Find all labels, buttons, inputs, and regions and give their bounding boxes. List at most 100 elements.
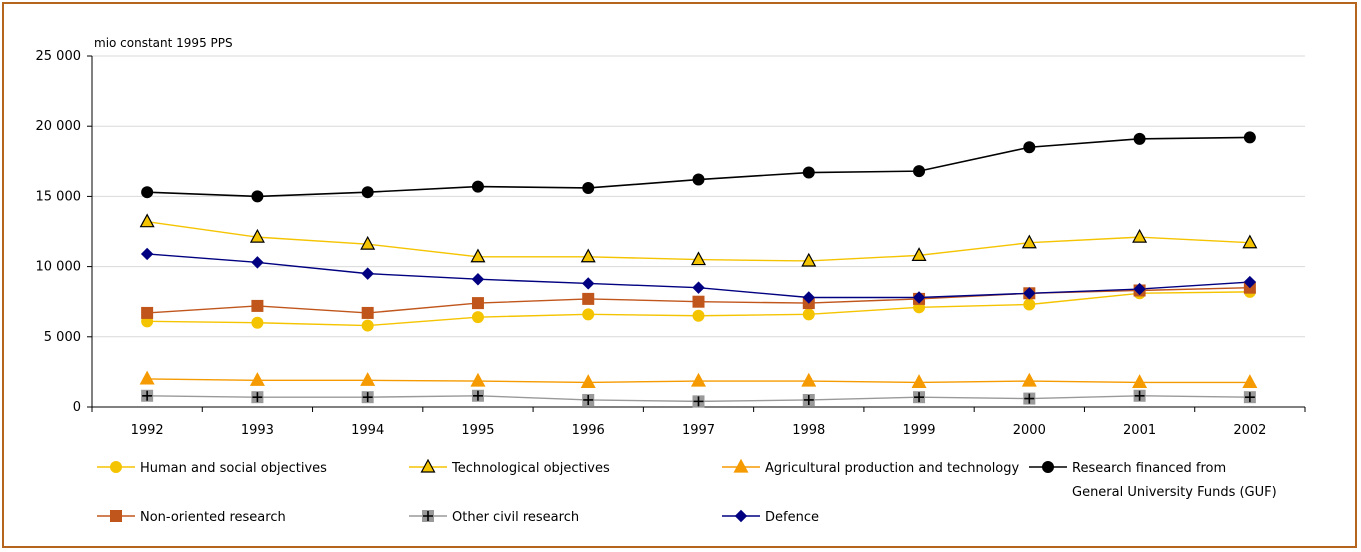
data-point-human-and-social-objectives [361,319,374,332]
data-point-human-and-social-objectives [471,311,484,324]
data-point-defence [582,277,595,290]
data-point-research-financed-from-general-university-funds-guf [1023,141,1036,154]
legend-marker [110,461,122,473]
legend-marker [110,510,122,522]
data-point-technological-objectives [911,247,927,261]
legend-item-research-financed-from-general-university-funds-guf: Research financed from General University… [1029,461,1277,500]
legend-item-defence: Defence [722,509,819,525]
data-point-defence [361,267,374,280]
x-tick-label: 1993 [241,423,274,438]
data-point-agricultural-production-and-technology [1132,374,1148,389]
data-point-research-financed-from-general-university-funds-guf [361,186,374,199]
data-point-technological-objectives [580,248,596,263]
x-tick-label: 1996 [572,423,605,438]
data-point-non-oriented-research [251,299,264,312]
data-point-research-financed-from-general-university-funds-guf [1133,132,1146,145]
data-point-technological-objectives [690,251,707,266]
x-tick-label: 2002 [1233,423,1266,438]
data-point-other-civil-research [913,391,926,404]
data-point-research-financed-from-general-university-funds-guf [582,181,595,194]
legend: Human and social objectives Technological… [97,458,1277,525]
data-point-agricultural-production-and-technology [1021,372,1037,387]
x-tick-label: 2001 [1123,423,1156,438]
legend-label: Technological objectives [451,461,610,476]
y-tick-label: 20 000 [36,119,82,134]
data-point-agricultural-production-and-technology [249,372,265,386]
data-point-agricultural-production-and-technology [801,372,817,387]
series-line-research-financed-from-general-university-funds-guf [147,136,1250,198]
data-point-defence [802,291,815,304]
legend-label: Research financed from [1072,461,1226,476]
x-tick-label: 1994 [351,423,384,438]
data-point-research-financed-from-general-university-funds-guf [692,173,705,186]
x-tick-label: 2000 [1013,423,1046,438]
data-point-other-civil-research [692,395,705,408]
legend-marker [420,458,436,473]
legend-item-agricultural-production-and-technology: Agricultural production and technology [722,458,1020,476]
data-point-technological-objectives [360,235,376,250]
data-point-other-civil-research [471,389,484,402]
legend-item-technological-objectives: Technological objectives [409,458,610,476]
data-point-defence [140,247,154,261]
y-tick-labels: 0 5 000 10 000 15 000 20 000 25 000 [36,49,82,415]
legend-label: Other civil research [452,510,579,525]
data-point-technological-objectives [470,248,486,263]
x-tick-label: 1997 [682,423,715,438]
data-point-research-financed-from-general-university-funds-guf [802,166,815,179]
data-point-defence [692,281,705,294]
legend-label: Non-oriented research [140,510,286,525]
data-point-other-civil-research [802,393,815,406]
data-point-non-oriented-research [141,306,154,319]
legend-label: Agricultural production and technology [765,461,1020,476]
data-point-research-financed-from-general-university-funds-guf [471,180,484,193]
y-tick-label: 10 000 [36,260,82,275]
data-point-defence [251,256,264,269]
data-point-other-civil-research [582,393,595,406]
data-point-other-civil-research [1133,389,1146,402]
data-point-human-and-social-objectives [802,308,815,321]
data-point-research-financed-from-general-university-funds-guf [913,165,926,178]
data-point-agricultural-production-and-technology [360,372,376,386]
legend-item-other-civil-research: Other civil research [409,510,579,525]
y-tick-label: 15 000 [36,189,82,204]
data-point-agricultural-production-and-technology [139,370,155,385]
data-point-technological-objectives [1132,228,1148,243]
x-tick-label: 1995 [461,423,494,438]
data-point-other-civil-research [1023,392,1036,405]
x-tick-label: 1992 [131,423,164,438]
data-point-agricultural-production-and-technology [911,374,927,389]
data-point-technological-objectives [801,252,817,267]
data-point-other-civil-research [361,391,374,404]
data-point-technological-objectives [249,228,265,243]
data-point-human-and-social-objectives [251,316,264,329]
data-point-human-and-social-objectives [692,309,705,322]
data-point-other-civil-research [141,389,154,402]
data-point-defence [1023,287,1036,300]
data-point-agricultural-production-and-technology [690,372,707,387]
legend-marker [734,509,748,523]
x-tick-labels: 1992 1993 1994 1995 1996 1997 1998 1999 2000 2001… [131,423,1267,438]
data-point-research-financed-from-general-university-funds-guf [251,190,264,203]
data-point-research-financed-from-general-university-funds-guf [141,186,154,199]
data-point-defence [471,273,485,286]
y-tick-label: 25 000 [36,49,82,64]
data-point-agricultural-production-and-technology [1242,374,1258,389]
y-tick-label: 5 000 [44,330,81,345]
legend-item-human-and-social-objectives: Human and social objectives [97,461,327,476]
data-point-technological-objectives [1021,234,1037,249]
data-point-non-oriented-research [582,292,595,305]
data-point-non-oriented-research [471,297,484,310]
data-point-defence [1133,282,1146,296]
y-tick-label: 0 [73,400,81,415]
data-point-technological-objectives [139,213,155,228]
legend-marker [422,510,434,522]
series-markers [139,131,1258,408]
data-point-agricultural-production-and-technology [580,374,596,389]
data-point-defence [1243,275,1257,289]
legend-item-non-oriented-research: Non-oriented research [97,510,286,525]
data-point-human-and-social-objectives [1023,298,1036,311]
data-point-defence [912,291,926,304]
axes [87,55,1306,412]
